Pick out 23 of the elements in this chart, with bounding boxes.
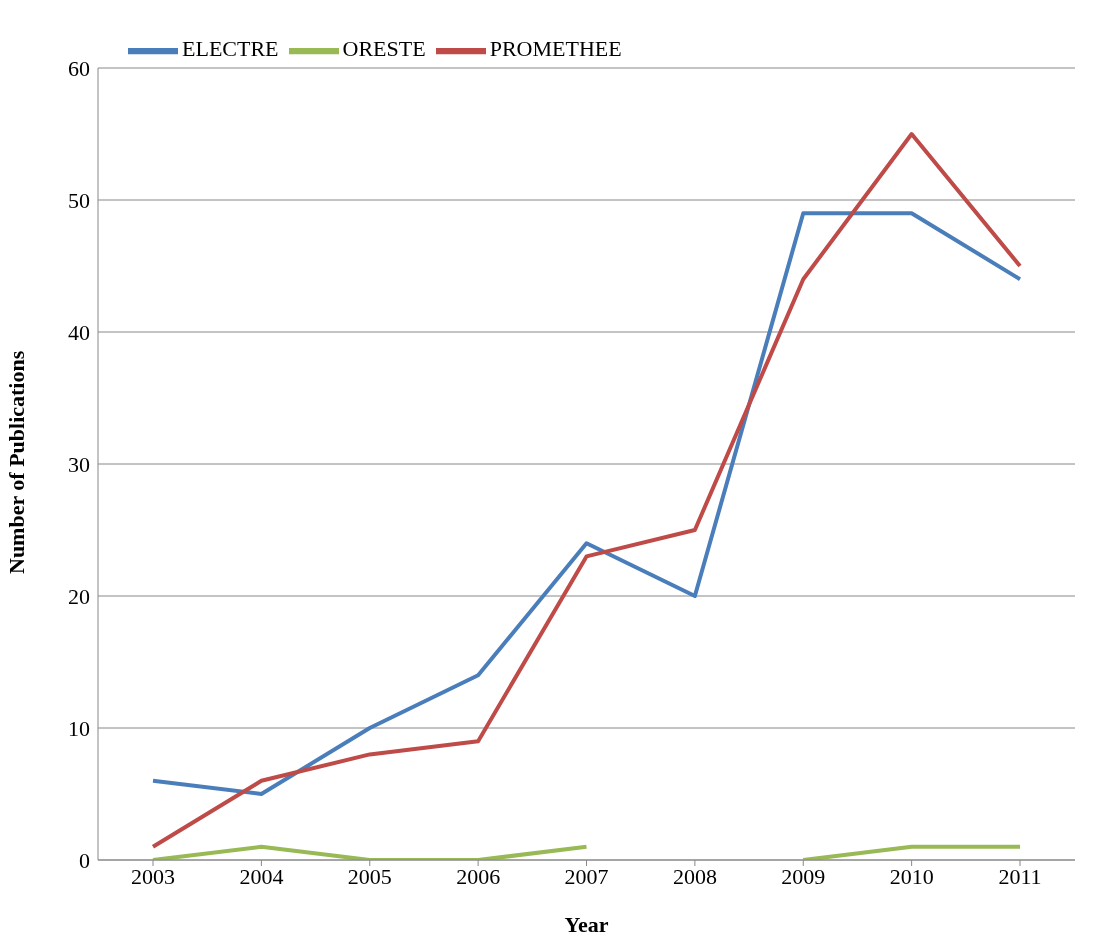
y-tick-label: 30: [68, 451, 90, 477]
y-tick-label: 50: [68, 187, 90, 213]
x-tick-label: 2011: [998, 863, 1042, 889]
y-tick-label: 10: [68, 715, 90, 741]
y-tick-label: 40: [68, 319, 90, 345]
y-tick-label: 20: [68, 583, 90, 609]
x-tick-label: 2005: [347, 863, 392, 889]
y-tick-label: 60: [68, 55, 90, 81]
y-tick-label: 0: [79, 847, 90, 873]
x-tick-label: 2009: [781, 863, 826, 889]
legend-label: ORESTE: [342, 36, 426, 62]
x-tick-label: 2004: [239, 863, 284, 889]
x-tick-label: 2008: [672, 863, 717, 889]
legend-label: ELECTRE: [182, 36, 279, 62]
x-tick-label: 2010: [889, 863, 934, 889]
x-tick-label: 2006: [456, 863, 501, 889]
line-series: [151, 132, 1022, 849]
y-axis-title: Number of Publications: [3, 350, 29, 574]
line-series: [151, 211, 1022, 796]
legend-label: PROMETHEE: [489, 36, 622, 62]
x-tick-label: 2003: [131, 863, 175, 889]
x-tick-label: 2007: [564, 863, 609, 889]
x-axis-title: Year: [564, 912, 609, 937]
